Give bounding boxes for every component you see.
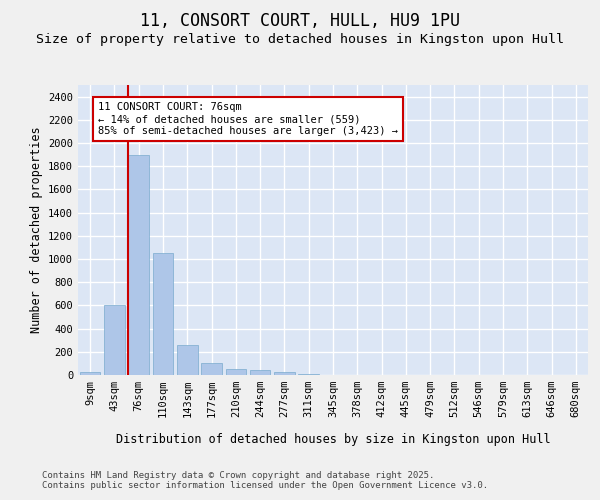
Bar	[201, 364, 222, 375]
Text: 11 CONSORT COURT: 76sqm
← 14% of detached houses are smaller (559)
85% of semi-d: 11 CONSORT COURT: 76sqm ← 14% of detache…	[98, 102, 398, 136]
Bar	[152, 253, 173, 375]
Bar	[298, 374, 319, 375]
Bar	[226, 368, 246, 375]
Bar	[250, 370, 271, 375]
Bar	[80, 372, 100, 375]
Bar	[128, 154, 149, 375]
Text: 11, CONSORT COURT, HULL, HU9 1PU: 11, CONSORT COURT, HULL, HU9 1PU	[140, 12, 460, 30]
Bar	[274, 372, 295, 375]
Bar	[104, 306, 125, 375]
Text: Contains HM Land Registry data © Crown copyright and database right 2025.
Contai: Contains HM Land Registry data © Crown c…	[42, 470, 488, 490]
Text: Distribution of detached houses by size in Kingston upon Hull: Distribution of detached houses by size …	[116, 432, 550, 446]
Bar	[177, 345, 197, 375]
Text: Size of property relative to detached houses in Kingston upon Hull: Size of property relative to detached ho…	[36, 32, 564, 46]
Y-axis label: Number of detached properties: Number of detached properties	[29, 126, 43, 334]
